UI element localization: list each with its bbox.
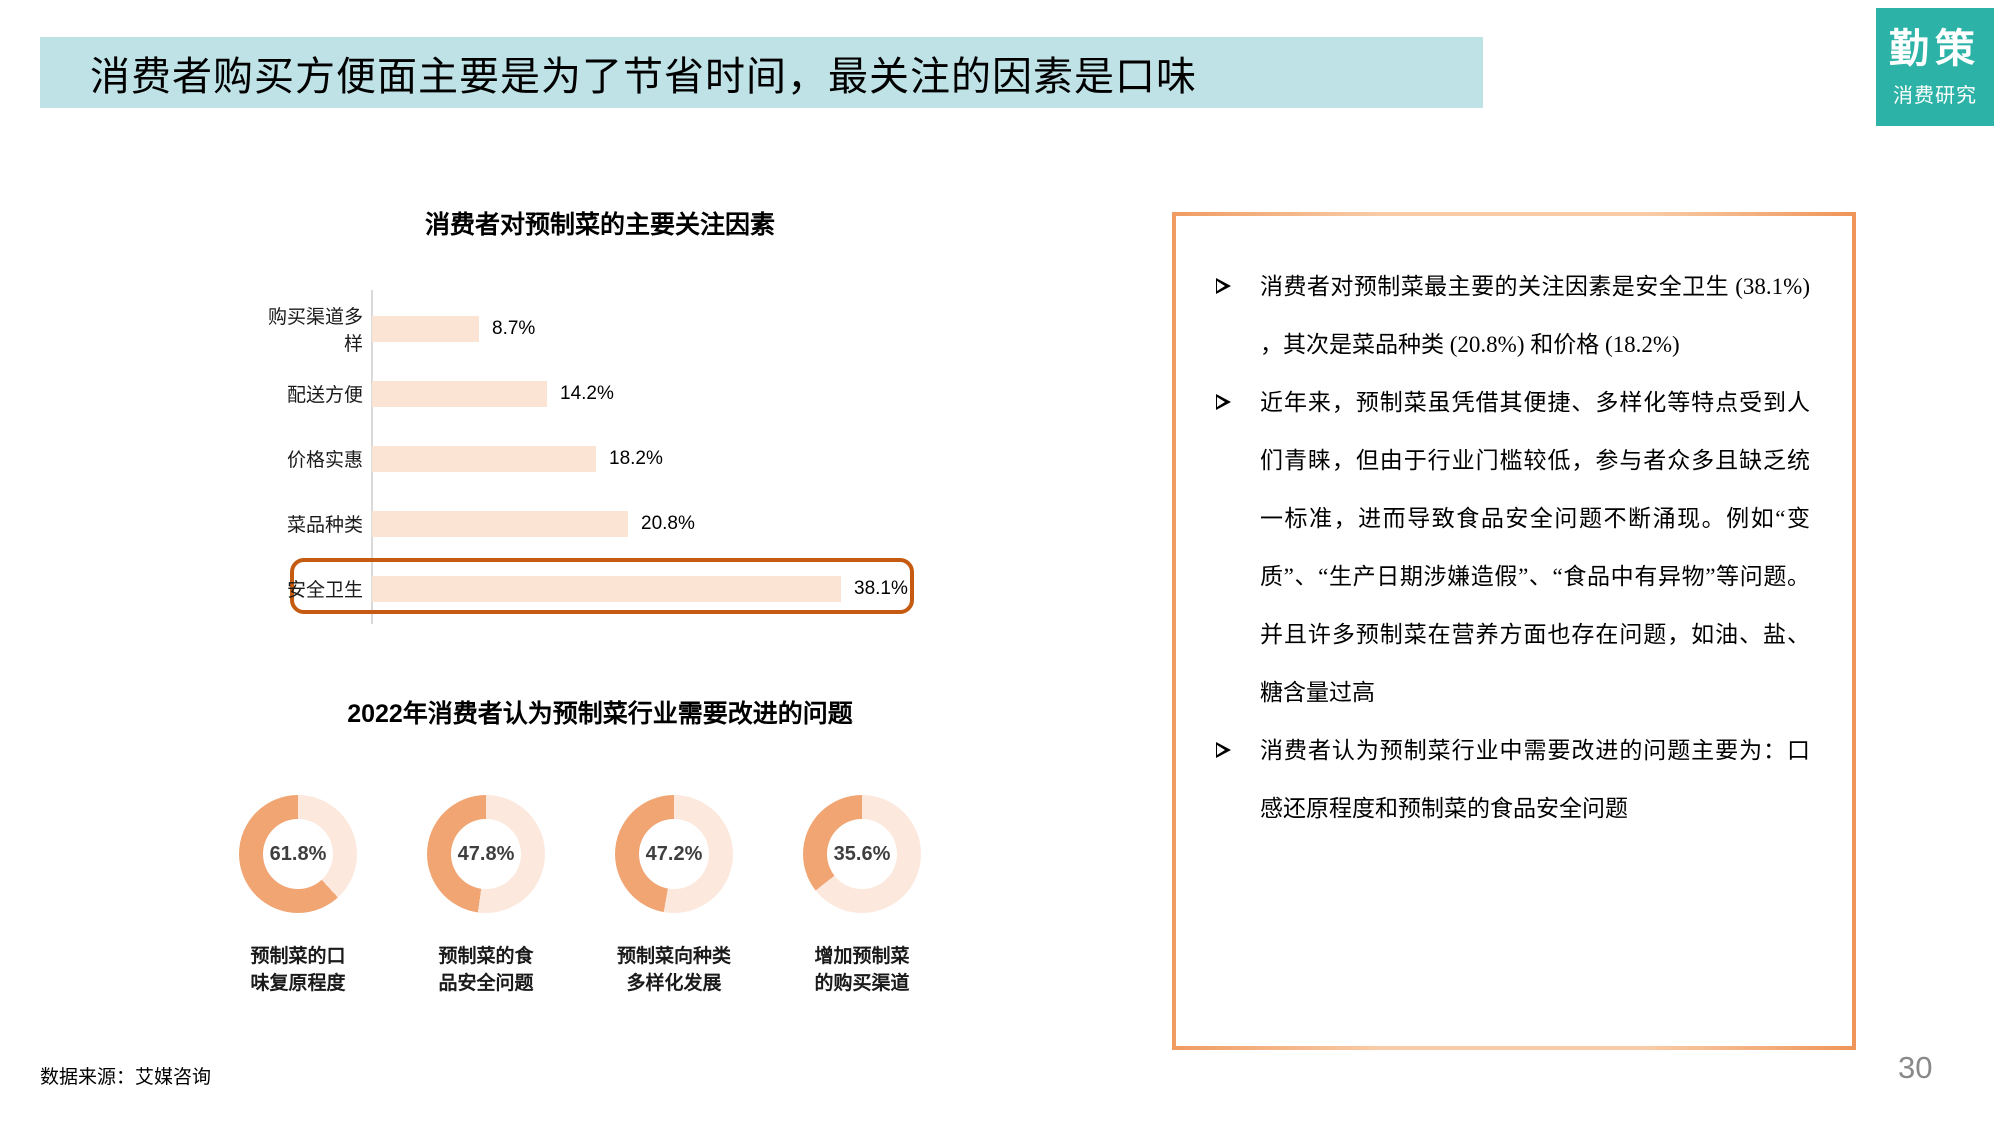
insight-panel: 消费者对预制菜最主要的关注因素是安全卫生 (38.1%) ，其次是菜品种类 (2… [1172, 212, 1856, 1050]
donut-category-label: 预制菜向种类 多样化发展 [616, 946, 731, 994]
donut-category-label: 预制菜的食 品安全问题 [438, 946, 534, 994]
bar-row-5: 安全卫生 38.1% [250, 556, 950, 621]
donut-hole: 61.8% [263, 819, 333, 889]
donut-cell-4: 35.6% 增加预制菜 的购买渠道 [779, 795, 945, 997]
donut-chart-title: 2022年消费者认为预制菜行业需要改进的问题 [347, 700, 853, 728]
donut-hole: 35.6% [827, 819, 897, 889]
donut-cell-2: 47.8% 预制菜的食 品安全问题 [403, 795, 569, 997]
bar-segment [372, 575, 841, 602]
bar-category-label: 安全卫生 [286, 580, 363, 601]
slide-title-bar: 消费者购买方便面主要是为了节省时间，最关注的因素是口味 [40, 37, 1483, 108]
donut-cell-1: 61.8% 预制菜的口 味复原程度 [215, 795, 381, 997]
bar-row-1: 购买渠道多样 8.7% [250, 296, 950, 361]
bar-segment [372, 445, 596, 472]
arrowhead-bullet-icon [1216, 394, 1231, 410]
donut-ring: 35.6% [803, 795, 921, 913]
donut-hole: 47.8% [451, 819, 521, 889]
page-number: 30 [1898, 1050, 1933, 1085]
bar-value-label: 20.8% [641, 512, 695, 534]
bar-category-label: 价格实惠 [286, 450, 363, 471]
panel-bullet-text: 近年来，预制菜虽凭借其便捷、多样化等特点受到人们青睐，但由于行业门槛较低，参与者… [1260, 390, 1810, 705]
panel-bullet-text: 消费者认为预制菜行业中需要改进的问题主要为：口感还原程度和预制菜的食品安全问题 [1260, 738, 1810, 821]
donut-percentage-label: 61.8% [269, 842, 327, 865]
panel-bullet-1: 消费者对预制菜最主要的关注因素是安全卫生 (38.1%) ，其次是菜品种类 (2… [1214, 258, 1810, 374]
donut-chart-group: 61.8% 预制菜的口 味复原程度 47.8% 预制菜的食 品安全问题 47.2% 预制菜向种… [215, 795, 945, 997]
bar-segment [372, 510, 628, 537]
panel-bullet-2: 近年来，预制菜虽凭借其便捷、多样化等特点受到人们青睐，但由于行业门槛较低，参与者… [1214, 374, 1810, 722]
donut-hole: 47.2% [639, 819, 709, 889]
panel-bullet-3: 消费者认为预制菜行业中需要改进的问题主要为：口感还原程度和预制菜的食品安全问题 [1214, 722, 1810, 838]
bar-row-2: 配送方便 14.2% [250, 361, 950, 426]
brand-logo-subtitle: 消费研究 [1893, 84, 1977, 107]
donut-ring: 47.8% [427, 795, 545, 913]
arrowhead-bullet-icon [1216, 278, 1231, 294]
donut-percentage-label: 47.8% [457, 842, 515, 865]
donut-ring: 47.2% [615, 795, 733, 913]
bar-value-label: 38.1% [854, 577, 908, 599]
bar-category-label: 菜品种类 [286, 515, 363, 536]
data-source-note: 数据来源：艾媒咨询 [40, 1067, 212, 1088]
bar-chart: 购买渠道多样 8.7% 配送方便 14.2% 价格实惠 18.2% 菜品种类 20.8% 安全卫… [250, 290, 950, 626]
slide-title: 消费者购买方便面主要是为了节省时间，最关注的因素是口味 [90, 53, 1197, 99]
bar-segment [372, 380, 547, 407]
panel-bullet-text: 消费者对预制菜最主要的关注因素是安全卫生 (38.1%) ，其次是菜品种类 (2… [1260, 274, 1810, 357]
donut-cell-3: 47.2% 预制菜向种类 多样化发展 [591, 795, 757, 997]
bar-category-label: 配送方便 [286, 385, 363, 406]
brand-logo-name: 勤策 [1889, 26, 1981, 71]
bar-segment [372, 315, 479, 342]
bar-value-label: 14.2% [560, 382, 614, 404]
donut-category-label: 增加预制菜 的购买渠道 [814, 946, 910, 994]
bar-category-label: 购买渠道多样 [267, 306, 363, 355]
brand-logo: 勤策 消费研究 [1876, 8, 1994, 126]
bar-row-4: 菜品种类 20.8% [250, 491, 950, 556]
donut-percentage-label: 35.6% [833, 842, 891, 865]
donut-percentage-label: 47.2% [645, 842, 703, 865]
bar-row-3: 价格实惠 18.2% [250, 426, 950, 491]
bar-value-label: 18.2% [609, 447, 663, 469]
donut-ring: 61.8% [239, 795, 357, 913]
donut-category-label: 预制菜的口 味复原程度 [250, 946, 346, 994]
bar-chart-title: 消费者对预制菜的主要关注因素 [424, 211, 775, 239]
arrowhead-bullet-icon [1216, 742, 1231, 758]
bar-value-label: 8.7% [492, 317, 536, 339]
